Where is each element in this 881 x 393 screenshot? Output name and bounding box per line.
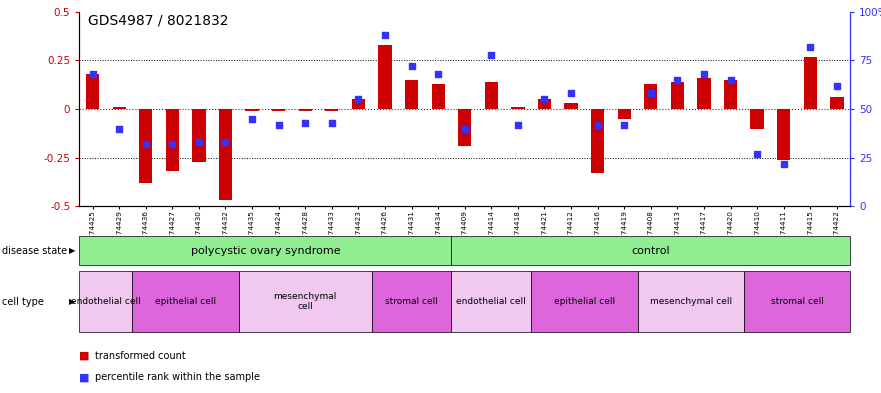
Point [564, 90, 578, 97]
Bar [86, 74, 100, 109]
Point [777, 160, 791, 167]
Point [458, 125, 472, 132]
Text: percentile rank within the sample: percentile rank within the sample [95, 372, 260, 382]
Point [697, 71, 711, 77]
Point [166, 141, 180, 147]
Bar [724, 80, 737, 109]
Point [803, 44, 818, 50]
Point [378, 32, 392, 38]
Point [325, 119, 339, 126]
Bar [113, 107, 126, 109]
Bar [644, 84, 657, 109]
Text: ■: ■ [79, 351, 90, 361]
Point [352, 96, 366, 103]
Bar [299, 109, 312, 111]
Point [271, 121, 285, 128]
Bar [618, 109, 631, 119]
Point [218, 139, 233, 145]
Bar [537, 99, 552, 109]
Bar [777, 109, 790, 160]
Bar [670, 82, 684, 109]
Bar [405, 80, 418, 109]
Bar [378, 45, 392, 109]
Text: polycystic ovary syndrome: polycystic ovary syndrome [190, 246, 340, 255]
Point [404, 63, 418, 70]
Text: epithelial cell: epithelial cell [155, 297, 216, 306]
Text: ■: ■ [79, 372, 90, 382]
Point [138, 141, 152, 147]
Point [723, 77, 737, 83]
Text: disease state: disease state [2, 246, 67, 255]
Bar [751, 109, 764, 129]
Bar [458, 109, 471, 146]
Text: endothelial cell: endothelial cell [71, 297, 141, 306]
Bar [246, 109, 259, 111]
Point [192, 139, 206, 145]
Bar [218, 109, 232, 200]
Text: control: control [632, 246, 670, 255]
Text: transformed count: transformed count [95, 351, 186, 361]
Point [112, 125, 126, 132]
Point [750, 151, 764, 157]
Point [670, 77, 685, 83]
Point [85, 71, 100, 77]
Text: epithelial cell: epithelial cell [554, 297, 615, 306]
Point [618, 121, 632, 128]
Text: GDS4987 / 8021832: GDS4987 / 8021832 [88, 14, 228, 28]
Point [830, 83, 844, 89]
Bar [698, 78, 711, 109]
Text: endothelial cell: endothelial cell [456, 297, 526, 306]
Bar [352, 99, 365, 109]
Point [485, 51, 499, 58]
Text: stromal cell: stromal cell [771, 297, 824, 306]
Bar [485, 82, 498, 109]
Point [644, 90, 658, 97]
Text: mesenchymal cell: mesenchymal cell [649, 297, 732, 306]
Bar [192, 109, 205, 162]
Point [511, 121, 525, 128]
Bar [272, 109, 285, 111]
Bar [511, 107, 524, 109]
Text: mesenchymal
cell: mesenchymal cell [273, 292, 337, 311]
Bar [591, 109, 604, 173]
Text: ▶: ▶ [69, 246, 75, 255]
Bar [325, 109, 338, 111]
Bar [139, 109, 152, 183]
Point [245, 116, 259, 122]
Bar [565, 103, 578, 109]
Text: ▶: ▶ [69, 297, 75, 306]
Bar [830, 97, 843, 109]
Bar [166, 109, 179, 171]
Bar [803, 57, 817, 109]
Point [537, 96, 552, 103]
Bar [432, 84, 445, 109]
Point [590, 121, 604, 128]
Text: cell type: cell type [2, 297, 44, 307]
Text: stromal cell: stromal cell [385, 297, 438, 306]
Point [298, 119, 312, 126]
Point [431, 71, 445, 77]
